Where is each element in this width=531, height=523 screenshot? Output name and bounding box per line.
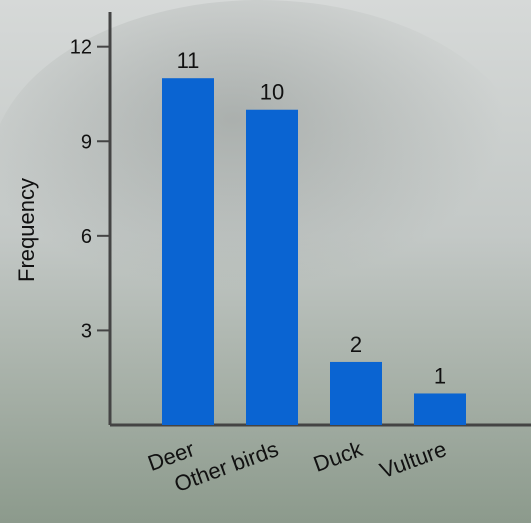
- y-tick-label: 9: [81, 131, 92, 153]
- bar: [330, 361, 382, 425]
- y-tick-label: 3: [81, 320, 92, 342]
- y-tick-label: 12: [70, 37, 92, 59]
- data-label: 10: [260, 80, 284, 105]
- bar: [162, 78, 214, 425]
- data-label: 11: [177, 48, 200, 73]
- data-label: 1: [434, 363, 446, 388]
- bar: [414, 393, 466, 425]
- y-axis-label: Frequency: [14, 178, 39, 282]
- bar: [246, 109, 298, 426]
- data-label: 2: [350, 332, 362, 357]
- y-tick-label: 6: [81, 226, 92, 248]
